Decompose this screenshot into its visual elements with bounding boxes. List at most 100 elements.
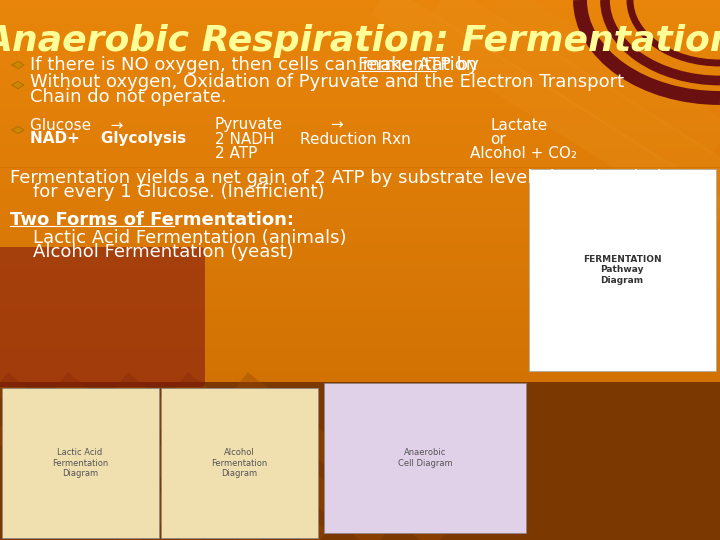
- FancyBboxPatch shape: [0, 310, 720, 313]
- FancyBboxPatch shape: [0, 256, 720, 259]
- FancyBboxPatch shape: [0, 30, 720, 32]
- FancyBboxPatch shape: [0, 81, 720, 84]
- FancyBboxPatch shape: [0, 46, 720, 49]
- FancyBboxPatch shape: [0, 135, 720, 138]
- Text: or: or: [490, 132, 505, 146]
- FancyBboxPatch shape: [0, 394, 720, 397]
- FancyBboxPatch shape: [0, 176, 720, 178]
- Text: Alcohol + CO₂: Alcohol + CO₂: [470, 145, 577, 160]
- FancyBboxPatch shape: [0, 367, 720, 370]
- FancyBboxPatch shape: [0, 432, 720, 435]
- FancyBboxPatch shape: [0, 491, 720, 494]
- Text: Pyruvate: Pyruvate: [215, 118, 283, 132]
- FancyBboxPatch shape: [0, 502, 720, 505]
- FancyBboxPatch shape: [0, 505, 720, 508]
- FancyBboxPatch shape: [0, 251, 720, 254]
- Text: Anaerobic Respiration: Fermentation: Anaerobic Respiration: Fermentation: [0, 24, 720, 58]
- FancyBboxPatch shape: [0, 443, 720, 445]
- FancyBboxPatch shape: [0, 32, 720, 35]
- FancyBboxPatch shape: [0, 524, 720, 526]
- FancyBboxPatch shape: [0, 73, 720, 76]
- FancyBboxPatch shape: [0, 467, 720, 470]
- FancyBboxPatch shape: [0, 100, 720, 103]
- FancyBboxPatch shape: [0, 500, 720, 502]
- FancyBboxPatch shape: [0, 62, 720, 65]
- FancyBboxPatch shape: [0, 116, 720, 119]
- FancyBboxPatch shape: [0, 289, 720, 292]
- Text: Lactic Acid Fermentation (animals): Lactic Acid Fermentation (animals): [10, 229, 346, 247]
- FancyBboxPatch shape: [0, 165, 720, 167]
- FancyBboxPatch shape: [0, 235, 720, 238]
- FancyBboxPatch shape: [0, 494, 720, 497]
- FancyBboxPatch shape: [161, 388, 318, 538]
- FancyBboxPatch shape: [0, 481, 720, 483]
- FancyBboxPatch shape: [0, 510, 720, 513]
- FancyBboxPatch shape: [0, 84, 720, 86]
- FancyBboxPatch shape: [0, 92, 720, 94]
- FancyBboxPatch shape: [0, 178, 720, 181]
- FancyBboxPatch shape: [0, 138, 720, 140]
- FancyBboxPatch shape: [0, 454, 720, 456]
- FancyBboxPatch shape: [0, 462, 720, 464]
- FancyBboxPatch shape: [0, 140, 720, 143]
- FancyBboxPatch shape: [0, 424, 720, 427]
- FancyBboxPatch shape: [0, 181, 720, 184]
- FancyBboxPatch shape: [0, 281, 720, 284]
- FancyBboxPatch shape: [0, 248, 720, 251]
- FancyBboxPatch shape: [0, 202, 720, 205]
- FancyBboxPatch shape: [0, 402, 720, 405]
- FancyBboxPatch shape: [0, 497, 720, 500]
- FancyBboxPatch shape: [0, 532, 720, 535]
- FancyBboxPatch shape: [0, 313, 720, 316]
- FancyBboxPatch shape: [0, 146, 720, 148]
- FancyBboxPatch shape: [0, 105, 720, 108]
- FancyBboxPatch shape: [0, 338, 720, 340]
- FancyBboxPatch shape: [0, 14, 720, 16]
- FancyBboxPatch shape: [0, 243, 720, 246]
- FancyBboxPatch shape: [0, 78, 720, 81]
- Text: Alcohol Fermentation (yeast): Alcohol Fermentation (yeast): [10, 243, 294, 261]
- FancyBboxPatch shape: [0, 262, 720, 265]
- FancyBboxPatch shape: [0, 389, 720, 392]
- FancyBboxPatch shape: [0, 421, 720, 424]
- FancyBboxPatch shape: [0, 43, 720, 46]
- FancyBboxPatch shape: [0, 348, 720, 351]
- FancyBboxPatch shape: [0, 319, 720, 321]
- Text: Fermentation: Fermentation: [358, 56, 477, 74]
- FancyBboxPatch shape: [0, 351, 720, 354]
- Text: Chain do not operate.: Chain do not operate.: [30, 88, 227, 106]
- FancyBboxPatch shape: [0, 427, 720, 429]
- FancyBboxPatch shape: [0, 230, 720, 232]
- FancyBboxPatch shape: [0, 232, 720, 235]
- FancyBboxPatch shape: [0, 316, 720, 319]
- Text: for every 1 Glucose. (Inefficient): for every 1 Glucose. (Inefficient): [10, 183, 325, 201]
- FancyBboxPatch shape: [0, 364, 720, 367]
- FancyBboxPatch shape: [0, 227, 720, 229]
- FancyBboxPatch shape: [0, 186, 720, 189]
- FancyBboxPatch shape: [0, 132, 720, 135]
- FancyBboxPatch shape: [0, 464, 720, 467]
- FancyBboxPatch shape: [0, 383, 720, 386]
- FancyBboxPatch shape: [0, 392, 720, 394]
- FancyBboxPatch shape: [0, 275, 720, 278]
- FancyBboxPatch shape: [0, 197, 720, 200]
- FancyBboxPatch shape: [0, 300, 720, 302]
- FancyBboxPatch shape: [0, 483, 720, 486]
- FancyBboxPatch shape: [0, 265, 720, 267]
- FancyBboxPatch shape: [0, 340, 720, 343]
- FancyBboxPatch shape: [0, 459, 720, 462]
- FancyBboxPatch shape: [0, 97, 720, 100]
- FancyBboxPatch shape: [0, 213, 720, 216]
- FancyBboxPatch shape: [0, 356, 720, 359]
- FancyBboxPatch shape: [0, 397, 720, 400]
- FancyBboxPatch shape: [0, 475, 720, 478]
- FancyBboxPatch shape: [0, 111, 720, 113]
- FancyBboxPatch shape: [324, 383, 526, 533]
- FancyBboxPatch shape: [0, 413, 720, 416]
- FancyBboxPatch shape: [0, 486, 720, 489]
- FancyBboxPatch shape: [0, 40, 720, 43]
- FancyBboxPatch shape: [0, 238, 720, 240]
- FancyBboxPatch shape: [0, 448, 720, 451]
- Text: If there is NO oxygen, then cells can make ATP by: If there is NO oxygen, then cells can ma…: [30, 56, 485, 74]
- Text: Without oxygen, Oxidation of Pyruvate and the Electron Transport: Without oxygen, Oxidation of Pyruvate an…: [30, 73, 624, 91]
